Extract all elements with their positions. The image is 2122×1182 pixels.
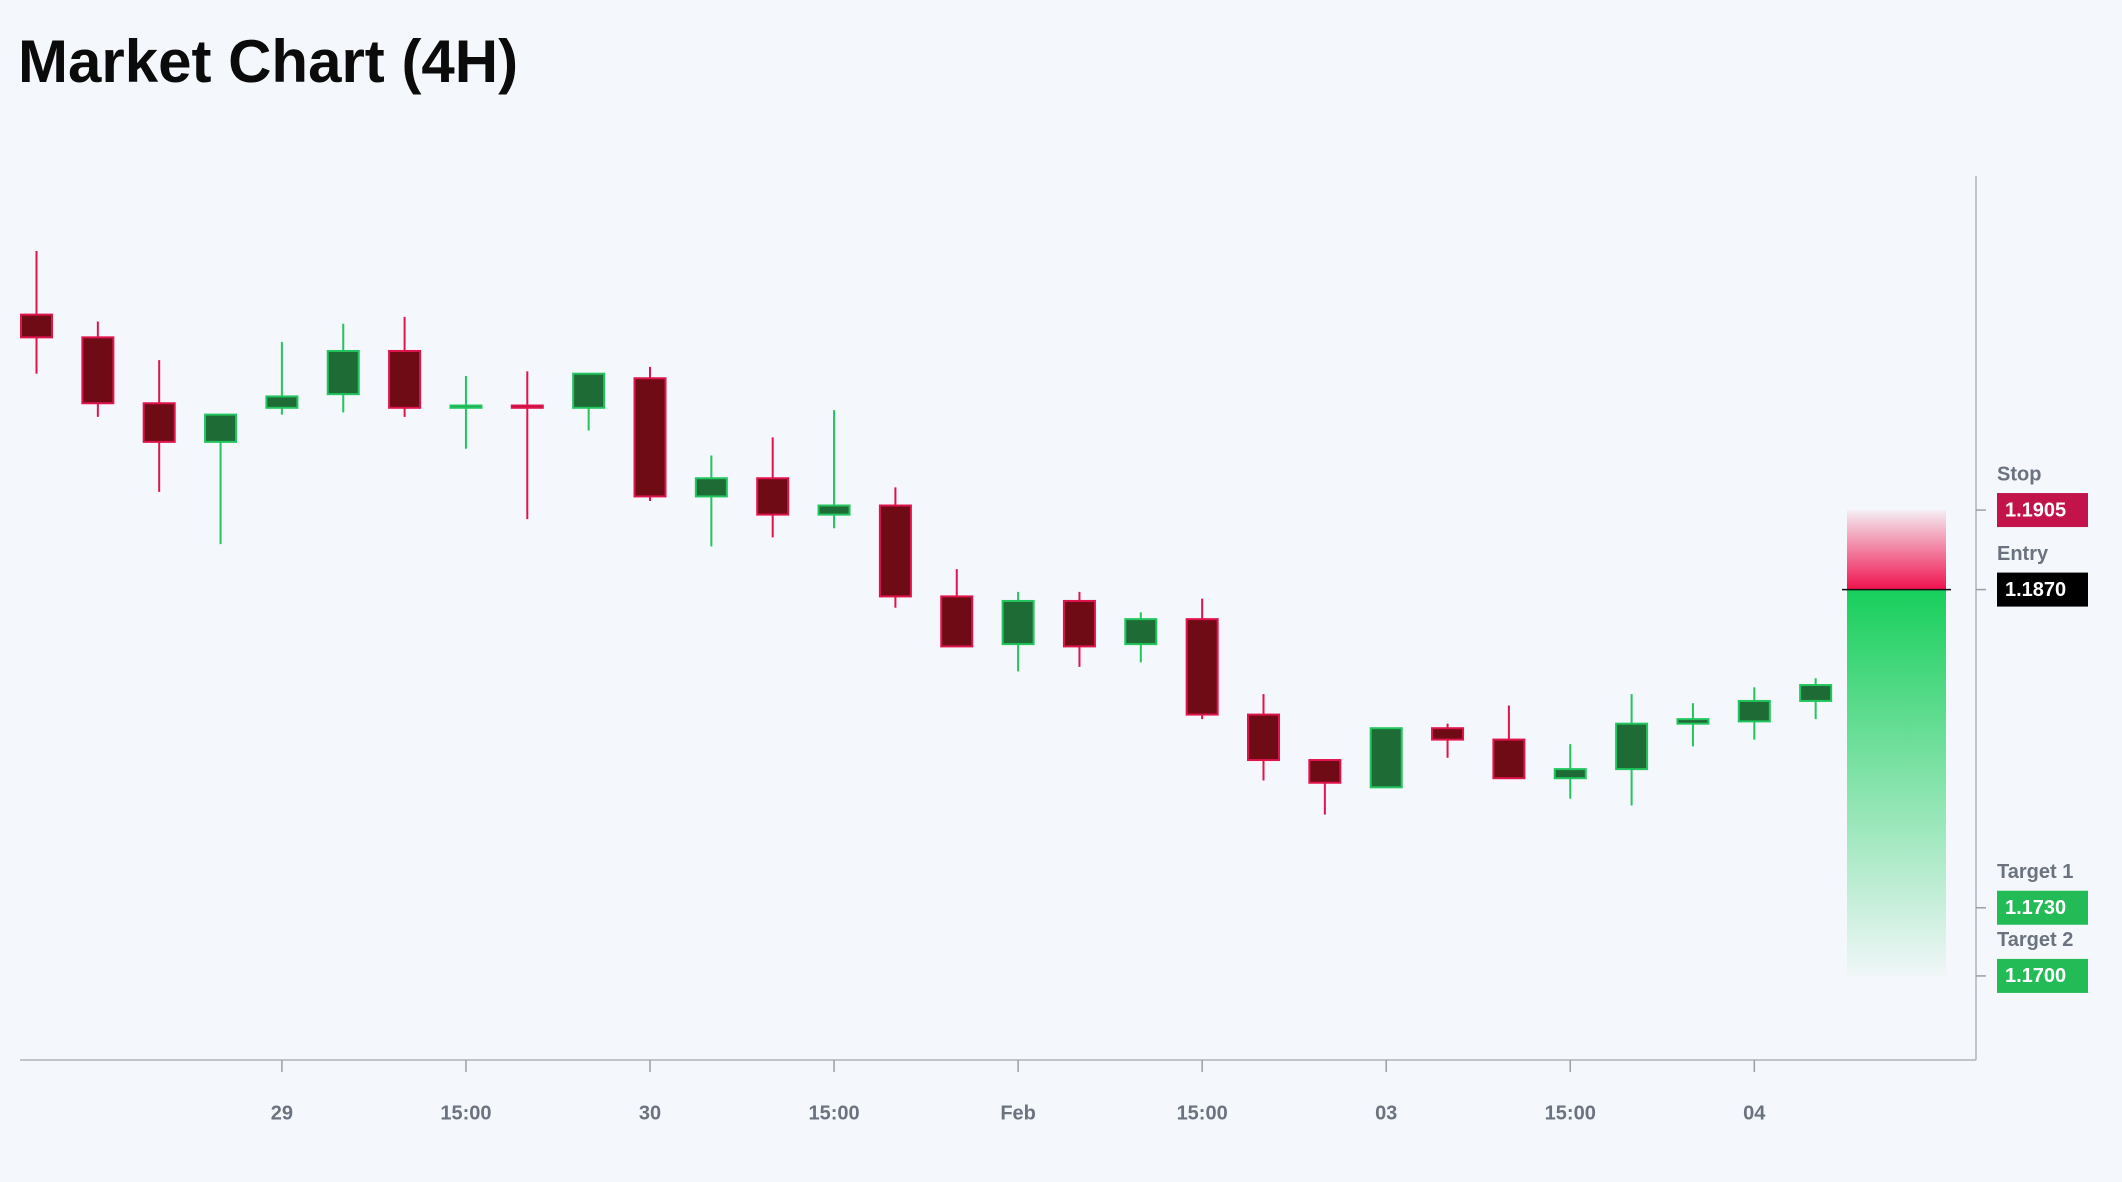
level-label: 1.1700 — [2005, 965, 2066, 987]
candle-body — [1431, 727, 1465, 741]
reward-zone — [1847, 589, 1946, 976]
candle-body — [633, 377, 667, 498]
candle-body — [1799, 684, 1833, 702]
candle-body — [1369, 727, 1403, 789]
candle-body — [817, 504, 851, 516]
candle-body — [1615, 722, 1649, 771]
candle-body — [1001, 599, 1035, 646]
candle-body — [265, 395, 299, 409]
x-tick-label: 04 — [1743, 1102, 1766, 1124]
candle-body — [1185, 618, 1219, 716]
x-tick-label: Feb — [1000, 1102, 1036, 1124]
candle-body — [449, 404, 483, 409]
candle-body — [1676, 718, 1710, 725]
x-tick-label: 03 — [1375, 1102, 1397, 1124]
level-name: Stop — [1997, 463, 2041, 485]
candle-body — [1553, 768, 1587, 780]
candle-body — [326, 349, 360, 396]
candle-body — [1247, 713, 1280, 762]
level-label-box — [1997, 890, 2088, 925]
x-tick-label: 15:00 — [1545, 1102, 1596, 1124]
x-tick-label: 29 — [271, 1102, 293, 1124]
x-tick-label: 15:00 — [1177, 1102, 1228, 1124]
candle-body — [572, 372, 606, 409]
candle-body — [204, 413, 238, 443]
level-label: 1.1870 — [2005, 579, 2066, 601]
candle-body — [878, 504, 912, 598]
x-tick-label: 15:00 — [808, 1102, 859, 1124]
risk-zone — [1847, 510, 1946, 590]
level-label: 1.1730 — [2005, 897, 2066, 919]
chart-title: Market Chart (4H) — [18, 28, 518, 95]
candle-body — [81, 336, 115, 405]
level-name: Entry — [1997, 543, 2049, 565]
level-label-box — [1997, 493, 2088, 528]
candle-body — [1737, 699, 1771, 723]
candle-body — [510, 404, 544, 409]
candle-body — [142, 402, 176, 443]
level-name: Target 1 — [1997, 861, 2073, 883]
x-tick-label: 30 — [639, 1102, 661, 1124]
candle-body — [20, 313, 53, 339]
candle-body — [940, 595, 974, 648]
candle-body — [1492, 738, 1526, 780]
candle-body — [1062, 599, 1096, 648]
candle-body — [694, 477, 728, 498]
candle-body — [756, 477, 790, 516]
x-tick-label: 15:00 — [440, 1102, 491, 1124]
candle-body — [388, 349, 422, 409]
level-label-box — [1997, 958, 2088, 993]
level-label-box — [1997, 572, 2088, 607]
candle-body — [1308, 759, 1342, 784]
level-label: 1.1905 — [2005, 499, 2066, 521]
candle-body — [1124, 618, 1158, 646]
level-name: Target 2 — [1997, 929, 2073, 951]
